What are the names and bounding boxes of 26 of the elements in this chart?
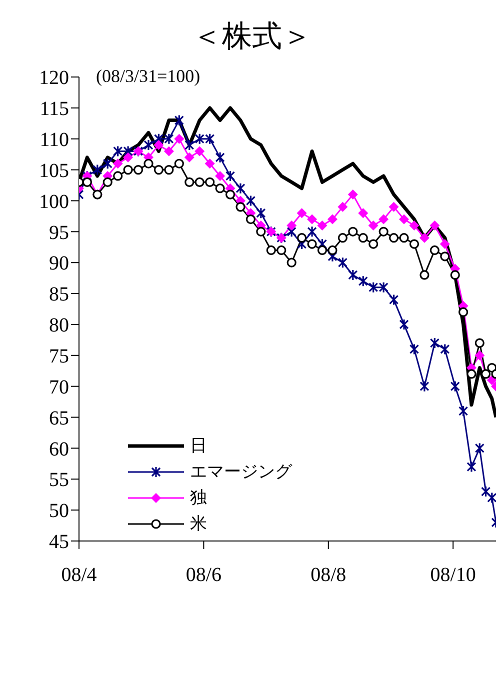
x-tick-label: 08/4 bbox=[61, 564, 97, 586]
y-tick-label: 90 bbox=[49, 252, 69, 275]
y-tick-label: 115 bbox=[40, 98, 69, 120]
y-tick-label: 105 bbox=[39, 160, 69, 182]
y-tick-label: 65 bbox=[49, 407, 69, 430]
chart-title: ＜株式＞ bbox=[191, 18, 313, 56]
legend-label: エマージング bbox=[190, 461, 292, 484]
x-tick-label: 08/10 bbox=[430, 564, 476, 586]
y-tick-label: 50 bbox=[49, 500, 69, 522]
y-tick-label: 60 bbox=[49, 438, 69, 460]
y-tick-label: 95 bbox=[49, 222, 69, 244]
y-tick-label: 55 bbox=[49, 469, 69, 492]
y-tick-label: 75 bbox=[49, 346, 69, 368]
legend-label: 日 bbox=[190, 435, 207, 458]
annotation: (08/3/31=100) bbox=[96, 66, 200, 87]
y-tick-label: 70 bbox=[49, 376, 69, 398]
y-tick-label: 120 bbox=[39, 67, 69, 90]
y-tick-label: 110 bbox=[40, 128, 69, 151]
y-tick-label: 45 bbox=[49, 531, 69, 554]
y-tick-label: 85 bbox=[49, 284, 69, 306]
x-tick-label: 08/6 bbox=[186, 564, 222, 586]
legend-label: 独 bbox=[190, 487, 207, 510]
legend-label: 米 bbox=[190, 513, 207, 536]
x-tick-label: 08/8 bbox=[310, 564, 346, 586]
y-tick-label: 100 bbox=[39, 190, 69, 213]
y-tick-label: 80 bbox=[49, 314, 69, 337]
